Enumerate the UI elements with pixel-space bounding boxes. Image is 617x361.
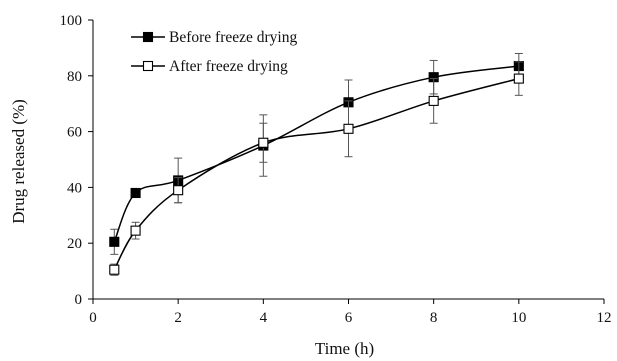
legend: Before freeze drying After freeze drying bbox=[131, 29, 297, 75]
data-point bbox=[343, 123, 354, 134]
data-point bbox=[513, 73, 524, 84]
legend-marker bbox=[142, 31, 154, 43]
y-tick-label: 60 bbox=[67, 125, 82, 141]
data-point bbox=[109, 264, 120, 275]
series-2 bbox=[109, 61, 524, 276]
data-point bbox=[130, 225, 141, 236]
x-tick-label: 2 bbox=[174, 310, 182, 326]
data-point bbox=[258, 137, 269, 148]
y-tick-label: 40 bbox=[67, 180, 82, 196]
data-point bbox=[173, 185, 184, 196]
x-tick-label: 0 bbox=[89, 310, 97, 326]
series-1 bbox=[109, 52, 524, 255]
y-tick-label: 80 bbox=[67, 69, 82, 85]
series-layer bbox=[109, 52, 524, 276]
series-line bbox=[113, 77, 520, 271]
legend-marker bbox=[142, 60, 154, 72]
x-tick-label: 4 bbox=[260, 310, 268, 326]
data-point bbox=[109, 236, 120, 247]
x-axis-title: Time (h) bbox=[315, 339, 374, 358]
y-tick-label: 0 bbox=[75, 292, 83, 308]
y-axis-title: Drug released (%) bbox=[9, 99, 28, 224]
data-point bbox=[428, 95, 439, 106]
legend-item-1: Before freeze drying bbox=[131, 29, 297, 46]
legend-item-2: After freeze drying bbox=[131, 58, 288, 75]
y-tick-label: 20 bbox=[67, 236, 82, 252]
legend-label: After freeze drying bbox=[169, 58, 288, 75]
x-tick-label: 6 bbox=[345, 310, 353, 326]
legend-label: Before freeze drying bbox=[169, 29, 297, 46]
x-tick-label: 8 bbox=[430, 310, 438, 326]
series-line bbox=[113, 65, 519, 243]
y-tick-label: 100 bbox=[60, 13, 83, 29]
x-tick-label: 10 bbox=[511, 310, 526, 326]
axes: 0 20 40 60 80 100 0 2 4 6 8 10 12 bbox=[60, 13, 612, 326]
x-tick-label: 12 bbox=[597, 310, 612, 326]
data-point bbox=[130, 187, 141, 199]
